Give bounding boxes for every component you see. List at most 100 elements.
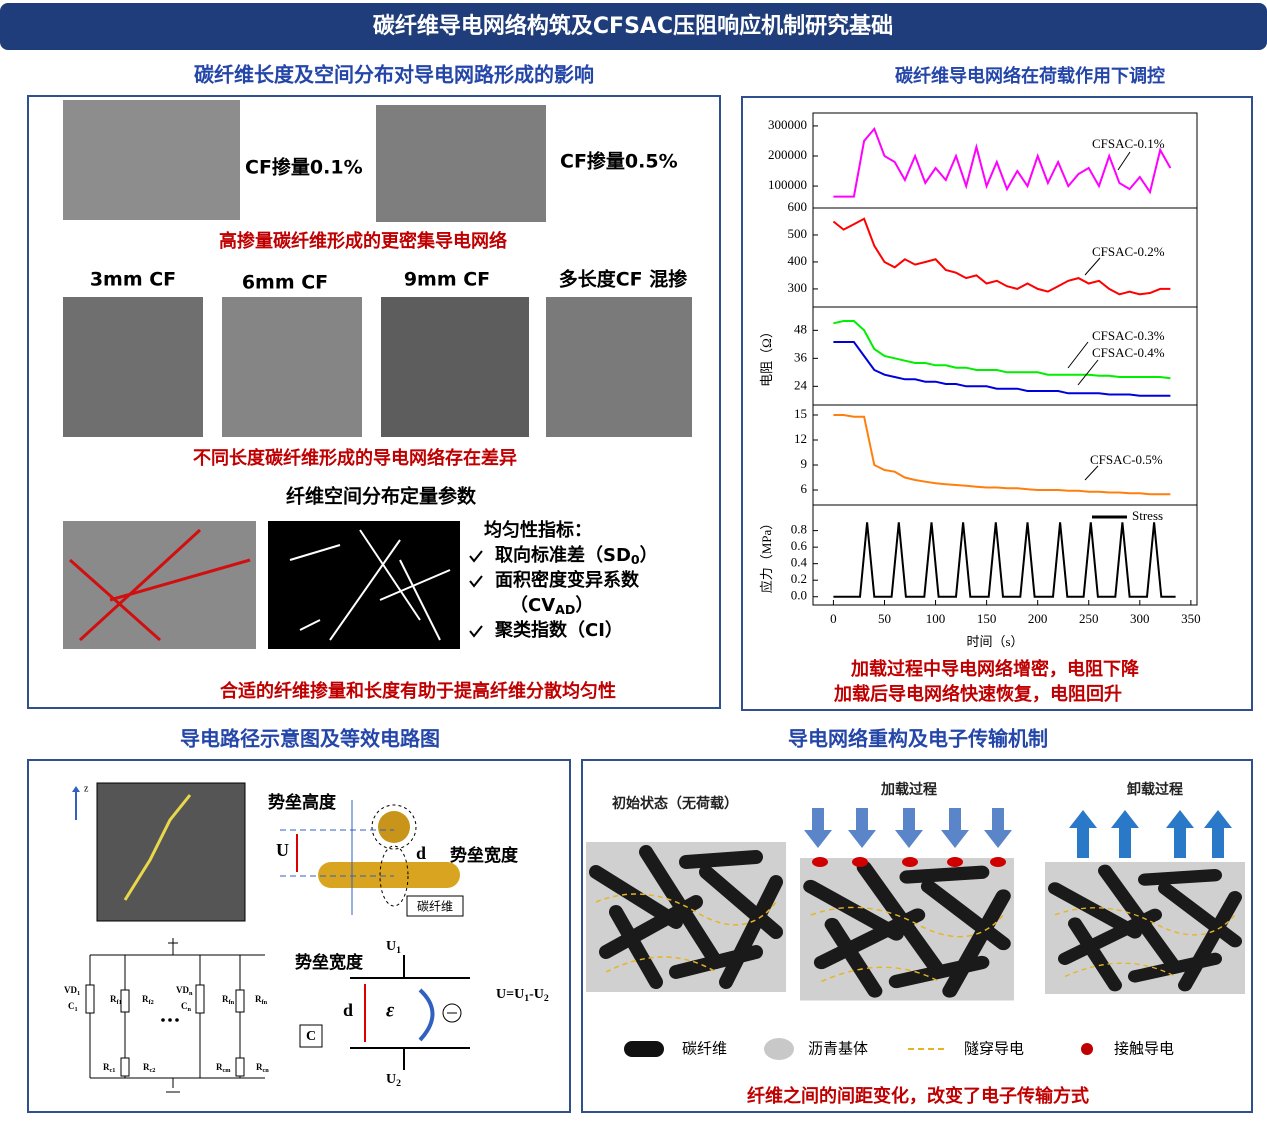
y-tick-label: 100000: [768, 177, 807, 192]
panel-title: 碳纤维长度及空间分布对导电网路形成的影响: [194, 63, 594, 87]
circuit-label: VD1: [64, 985, 80, 997]
y-tick-label: 500: [788, 226, 808, 241]
length-label: 6mm CF: [242, 272, 328, 294]
y-tick-label: 15: [794, 406, 807, 421]
plot-frame: [812, 504, 1198, 606]
x-tick-label: 100: [926, 611, 946, 626]
subtitle: 纤维空间分布定量参数: [286, 485, 477, 508]
y-tick-label: 6: [801, 481, 808, 496]
leader-line: [1117, 151, 1131, 171]
plot-frame: [812, 112, 1198, 209]
caption: 合适的纤维掺量和长度有助于提高纤维分散均匀性: [220, 680, 616, 702]
circuit-label: Rcm: [216, 1062, 231, 1074]
sem-image: [381, 297, 529, 437]
leader-line: [1084, 465, 1099, 481]
series-line: [833, 126, 1172, 198]
caption: 不同长度碳纤维形成的导电网络存在差异: [193, 447, 517, 469]
stage-label: 卸载过程: [1127, 781, 1183, 798]
label: U2: [386, 1072, 401, 1089]
series-label: CFSAC-0.3%: [1092, 328, 1165, 343]
sem-image: [376, 105, 546, 222]
legend-label: Stress: [1132, 508, 1163, 523]
dosage-label: CF掺量0.5%: [560, 150, 678, 173]
y-tick-label: 36: [794, 349, 808, 364]
length-label: 多长度CF 混掺: [559, 268, 688, 291]
y-tick-label: 400: [788, 253, 808, 268]
y-axis-label: 电阻（Ω）: [759, 325, 774, 387]
fiber-shape: [318, 862, 460, 888]
length-label: 3mm CF: [90, 269, 176, 291]
label: d: [343, 1000, 353, 1020]
x-tick-label: 0: [830, 611, 837, 626]
label: U1: [386, 939, 401, 956]
panel-frame: [741, 96, 1253, 711]
legend-label: 碳纤维: [682, 1040, 727, 1058]
panel-title: 碳纤维导电网络在荷载作用下调控: [895, 65, 1165, 87]
series-line: [833, 341, 1171, 397]
leader-line: [1084, 257, 1101, 276]
label: ε: [386, 1000, 395, 1022]
panel-frame: [27, 95, 721, 709]
index-item: 聚类指数（CI）: [494, 619, 623, 641]
caption: 高掺量碳纤维形成的更密集导电网络: [219, 230, 507, 252]
y-tick-label: 0.6: [791, 538, 808, 553]
label: 势垒高度: [268, 792, 337, 813]
x-tick-label: 200: [1028, 611, 1048, 626]
y-tick-label: 24: [794, 377, 808, 392]
panel-title: 导电网络重构及电子传输机制: [788, 727, 1048, 751]
x-tick-label: 150: [977, 611, 997, 626]
series-label: CFSAC-0.4%: [1092, 345, 1165, 360]
caption: 加载后导电网络快速恢复，电阻回升: [833, 683, 1122, 705]
series-line: [833, 414, 1171, 496]
y-tick-label: 9: [801, 456, 808, 471]
legend-label: 接触导电: [1114, 1040, 1174, 1058]
network-initial: [586, 842, 786, 992]
stage-label: 初始状态（无荷载）: [612, 795, 738, 812]
series-label: CFSAC-0.2%: [1092, 244, 1165, 259]
label: C: [306, 1029, 316, 1044]
label: 势垒宽度: [295, 952, 364, 973]
circuit-label: Rf1: [110, 994, 122, 1006]
network-unloading: [1045, 862, 1245, 994]
series-line: [833, 522, 1176, 598]
axis-label: z: [84, 783, 89, 794]
y-tick-label: 0.0: [791, 588, 807, 603]
x-tick-label: 250: [1079, 611, 1099, 626]
circuit-label: Rfn: [255, 994, 268, 1006]
caption: 加载过程中导电网络增密，电阻下降: [850, 658, 1140, 680]
y-tick-label: 200000: [768, 147, 807, 162]
circuit-label: VDn: [176, 985, 193, 997]
legend-label: 隧穿导电: [964, 1040, 1024, 1058]
series-line: [833, 320, 1171, 380]
caption: 纤维之间的间距变化，改变了电子传输方式: [747, 1085, 1089, 1107]
series-label: CFSAC-0.1%: [1092, 136, 1165, 151]
y-tick-label: 300000: [768, 117, 807, 132]
series-line: [832, 217, 1171, 296]
stage-label: 加载过程: [880, 781, 937, 798]
micrograph: [96, 782, 246, 922]
series-label: CFSAC-0.5%: [1090, 452, 1163, 467]
panel-title: 导电路径示意图及等效电路图: [180, 727, 440, 751]
binary-image: [268, 521, 460, 649]
circuit-label: Rf2: [142, 994, 154, 1006]
fiber-end: [378, 811, 410, 843]
y-tick-label: 48: [794, 321, 807, 336]
leader-line: [1077, 359, 1099, 386]
label: 碳纤维: [417, 900, 453, 914]
circuit-label: Cn: [181, 1001, 192, 1013]
x-tick-label: 350: [1181, 611, 1201, 626]
equation: U=U1-U2: [496, 987, 549, 1004]
panel-frame: [27, 759, 571, 1113]
x-tick-label: 300: [1130, 611, 1150, 626]
length-label: 9mm CF: [404, 269, 490, 291]
label: 势垒宽度: [450, 845, 519, 866]
y-tick-label: 0.4: [791, 555, 808, 570]
sem-image: [546, 297, 692, 437]
sem-image: [63, 297, 203, 437]
panel-frame: [581, 759, 1253, 1113]
circuit-label: C1: [68, 1001, 78, 1013]
y-tick-label: 0.8: [791, 522, 807, 537]
circuit-label: Rcn: [256, 1062, 269, 1074]
circuit-label: Rfn: [222, 994, 235, 1006]
circuit-label: Rc1: [103, 1062, 115, 1074]
